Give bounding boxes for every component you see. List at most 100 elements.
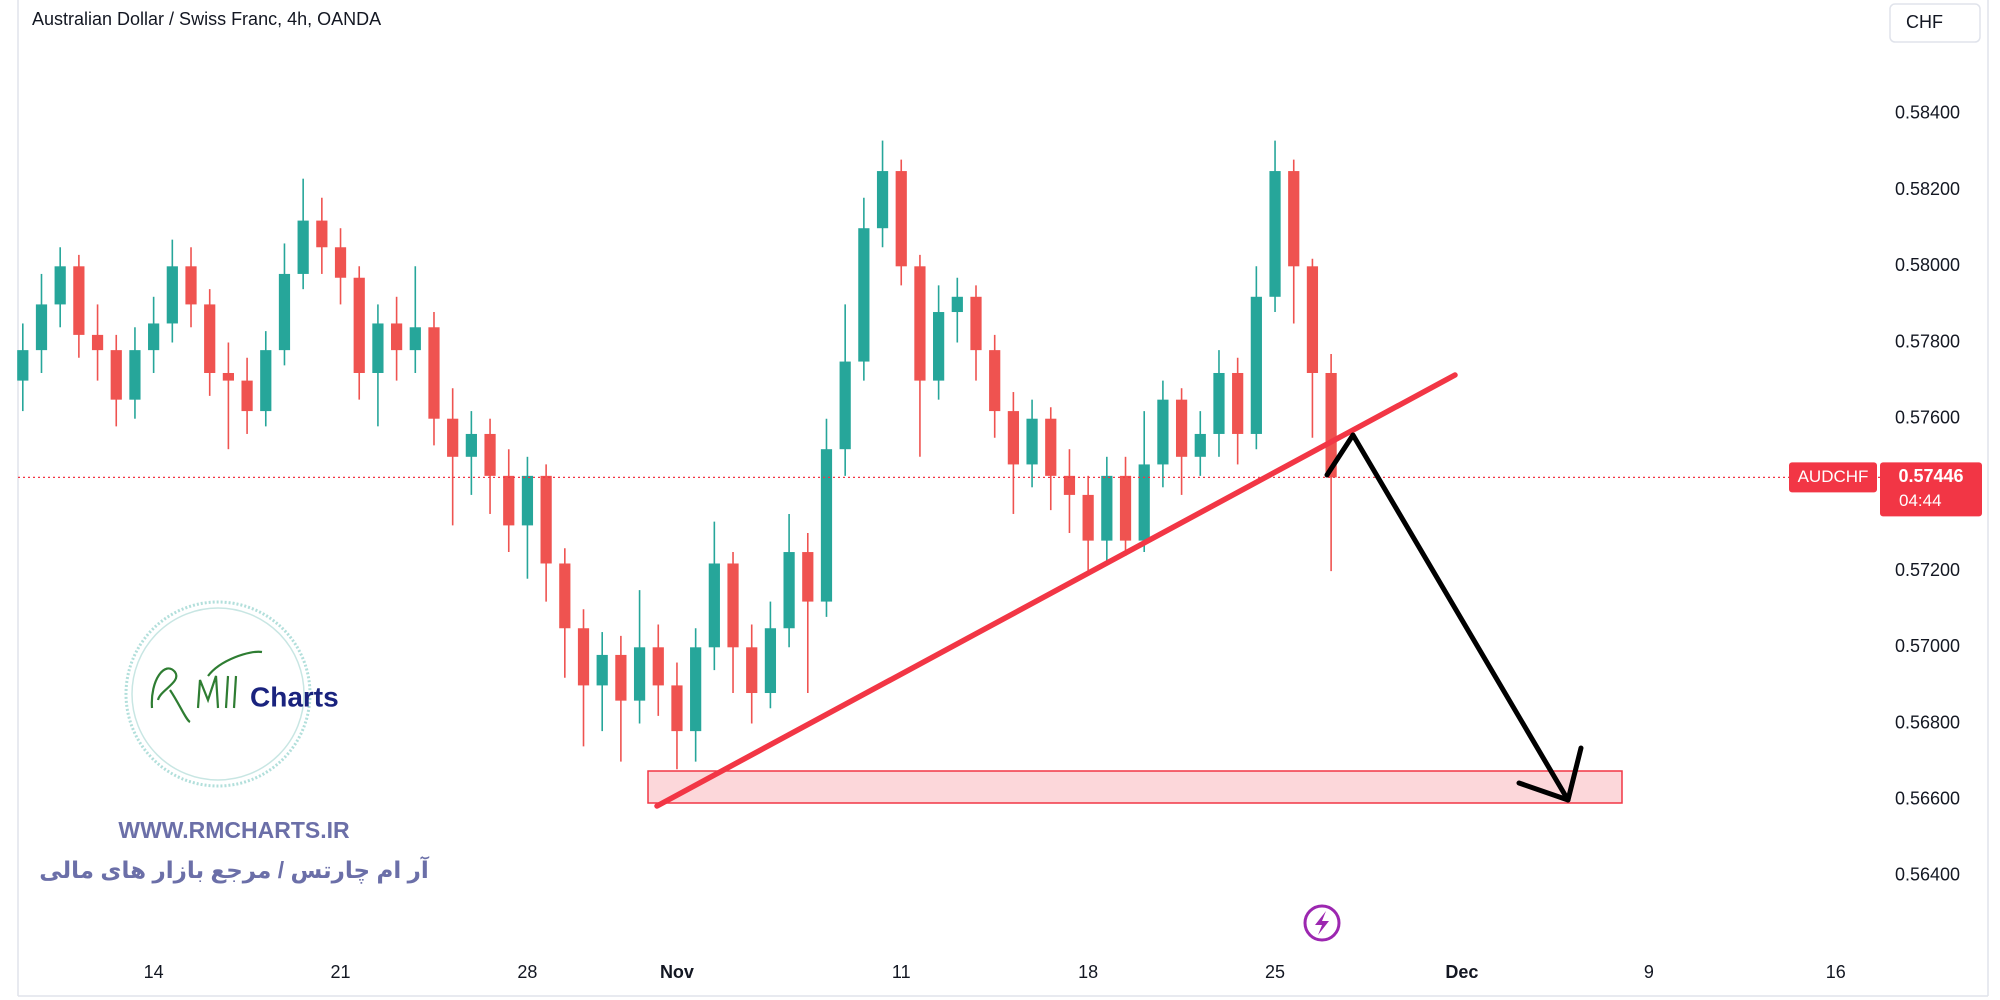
candle-body [1063,475,1076,495]
candle-body [1082,494,1094,541]
candle-body [129,350,141,400]
chart-title: Australian Dollar / Swiss Franc, 4h, OAN… [32,9,381,29]
events-icon-bolt[interactable] [1315,911,1329,935]
logo-ring [124,600,312,788]
candle-body [1306,266,1319,373]
candle-body [951,296,963,313]
candle-body [166,266,178,324]
candle-body [17,350,29,381]
currency-button[interactable]: CHF [1889,3,1981,43]
logo-ring-inner [131,607,305,781]
candle-body [820,449,833,602]
x-tick-label: 18 [1078,962,1098,982]
x-tick-label: 16 [1826,962,1846,982]
candle-body [1045,418,1057,476]
candle-body [1288,171,1300,267]
events-icon[interactable] [1303,904,1341,942]
candle-body [989,350,1001,412]
candle-body [839,361,851,450]
y-tick-label: 0.57200 [1895,560,1960,580]
site-url: WWW.RMCHARTS.IR [118,817,350,843]
candle-body [970,296,982,351]
candle-body [148,323,160,351]
price-badge-value: 0.57446 [1898,466,1963,486]
candle-body [334,247,347,278]
x-tick-label: 9 [1644,962,1654,982]
candle-body [484,433,496,476]
x-tick-label: 28 [517,962,537,982]
candle-body [671,685,683,732]
y-tick-label: 0.57800 [1895,331,1960,351]
symbol-badge-label: AUDCHF [1798,467,1869,486]
candle-body [73,266,85,335]
watermark: Charts WWW.RMCHARTS.IR آر ام چارتس / مرج… [39,600,430,884]
x-tick-label: 14 [144,962,164,982]
candle-body [1175,399,1188,457]
y-tick-label: 0.57000 [1895,636,1960,656]
candle-body [185,266,197,305]
x-tick-label: Dec [1445,962,1478,982]
drawings [647,372,1623,809]
support-zone [647,770,1623,804]
candle-body [783,552,795,629]
symbol-badge [1789,462,1877,493]
candle-body [390,323,403,351]
candle-body [1007,411,1019,465]
candle-body [1232,372,1244,434]
x-tick-label: Nov [660,962,694,982]
candle-body [895,171,907,267]
candle-body [447,418,459,457]
candle-body [1026,418,1038,465]
candle-body [876,171,889,229]
candle-body [54,266,66,305]
candle-body [428,327,440,419]
y-tick-label: 0.56600 [1895,788,1960,808]
currency-button-box[interactable] [1889,3,1981,43]
candle-body [708,563,720,648]
candle-body [914,266,926,381]
candle-body [559,563,571,629]
candle-body [1194,433,1206,457]
price-badge-countdown: 04:44 [1899,491,1942,510]
candle-body [727,563,739,648]
candle-body [1269,171,1281,297]
y-tick-label: 0.56800 [1895,712,1960,732]
candle-body [1213,372,1225,434]
candle-body [241,380,253,412]
candle-body [204,304,216,373]
arrow-head [1516,745,1584,803]
candle-body [278,273,291,351]
candle-body [1325,372,1337,478]
projection-arrow [1324,432,1571,803]
x-tick-label: 11 [892,962,911,982]
x-tick-label: 21 [331,962,351,982]
candle-body [764,628,777,694]
candle-body [521,475,534,526]
candle-body [652,647,664,686]
candle-body [746,647,758,694]
candle-body [933,312,945,381]
candle-body [1138,464,1150,541]
candle-body [858,228,870,362]
candle-body [409,327,421,351]
candle-body [540,475,552,564]
candle-body [1119,475,1132,541]
y-tick-label: 0.58200 [1895,179,1960,199]
candle-body [110,350,122,400]
candle-body [802,552,814,602]
logo-script [150,650,263,723]
candle-body [1101,475,1113,541]
candle-body [372,323,384,373]
trendline [654,372,1458,809]
candle-body [1157,399,1169,465]
candle-body [353,277,365,373]
currency-label[interactable]: CHF [1906,12,1943,32]
candle-body [465,433,477,457]
candle-body [615,654,627,701]
y-tick-label: 0.58400 [1895,103,1960,123]
x-tick-label: 25 [1265,962,1285,982]
candle-body [633,647,646,701]
